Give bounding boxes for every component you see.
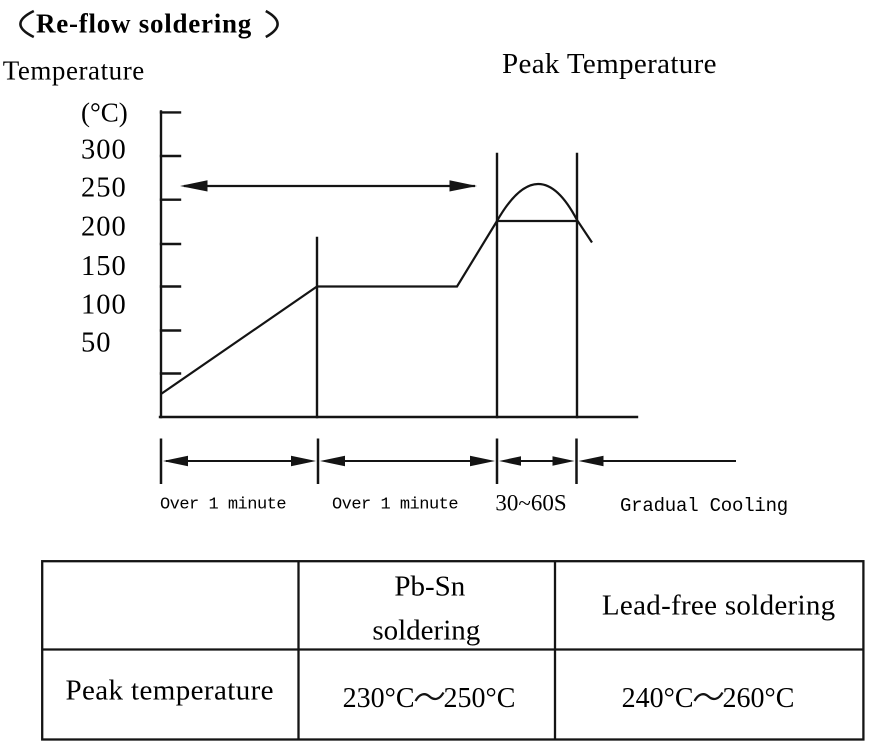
svg-text:250: 250 (81, 173, 127, 204)
svg-text:150: 150 (81, 251, 127, 282)
svg-text:100: 100 (81, 289, 127, 320)
svg-text:240°C: 240°C (622, 683, 694, 714)
svg-text:300: 300 (81, 134, 127, 165)
svg-text:Peak Temperature: Peak Temperature (502, 48, 717, 80)
svg-text:Temperature: Temperature (3, 56, 145, 86)
svg-text:Gradual Cooling: Gradual Cooling (620, 495, 788, 517)
svg-text:Peak temperature: Peak temperature (65, 675, 274, 707)
svg-text:250°C: 250°C (444, 683, 516, 714)
svg-text:Re-flow soldering: Re-flow soldering (36, 9, 252, 39)
svg-text:50: 50 (81, 328, 112, 359)
svg-text:Over 1 minute: Over 1 minute (160, 495, 286, 514)
svg-text:Pb-Sn: Pb-Sn (394, 570, 465, 602)
svg-text:30~60S: 30~60S (495, 490, 566, 515)
svg-text:260°C: 260°C (723, 683, 795, 714)
svg-text:200: 200 (81, 211, 127, 242)
svg-text:Lead-free soldering: Lead-free soldering (602, 589, 836, 621)
svg-text:Over 1 minute: Over 1 minute (332, 495, 458, 514)
svg-text:soldering: soldering (372, 615, 480, 647)
svg-text:(°C): (°C) (81, 98, 128, 128)
svg-text:230°C: 230°C (343, 683, 415, 714)
